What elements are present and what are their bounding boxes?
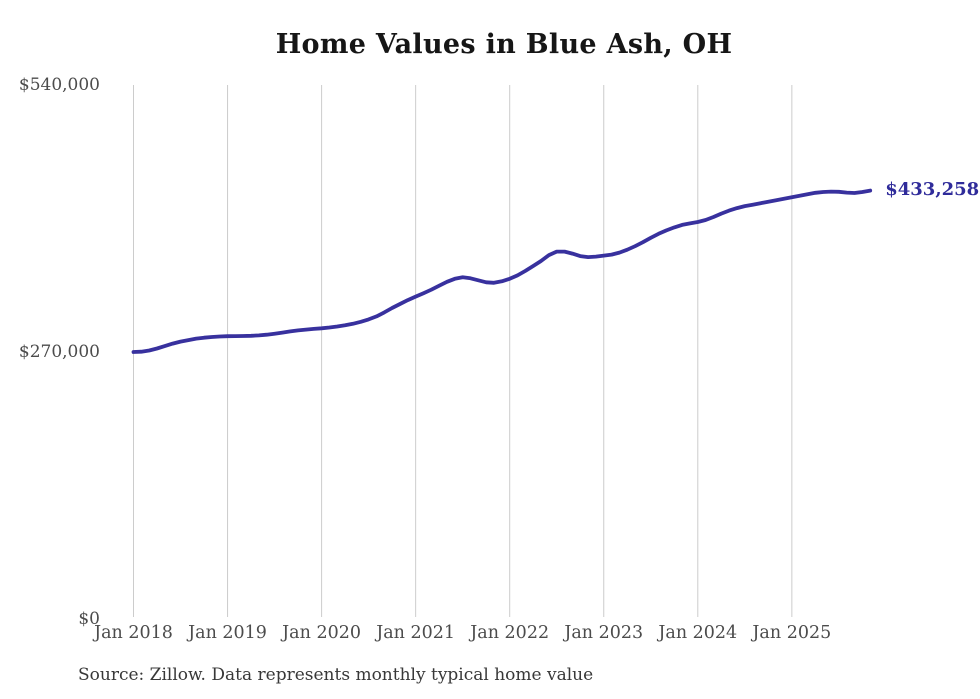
end-value-label: $433,258	[885, 178, 980, 200]
value-line	[131, 188, 873, 354]
source-note: Source: Zillow. Data represents monthly …	[78, 665, 594, 685]
x-tick-label: Jan 2019	[188, 623, 267, 643]
x-tick-label: Jan 2023	[564, 623, 644, 643]
chart-title: Home Values in Blue Ash, OH	[275, 29, 733, 60]
x-tick-label: Jan 2018	[94, 623, 173, 643]
x-tick-label: Jan 2024	[658, 623, 738, 643]
x-tick-label: Jan 2025	[752, 623, 832, 643]
x-tick-label: Jan 2021	[376, 623, 456, 643]
y-tick-label: $270,000	[18, 342, 100, 362]
x-tick-label: Jan 2020	[282, 623, 361, 643]
y-tick-label: $540,000	[18, 75, 100, 95]
y-tick-label: $0	[78, 609, 100, 629]
x-tick-label: Jan 2022	[470, 623, 550, 643]
